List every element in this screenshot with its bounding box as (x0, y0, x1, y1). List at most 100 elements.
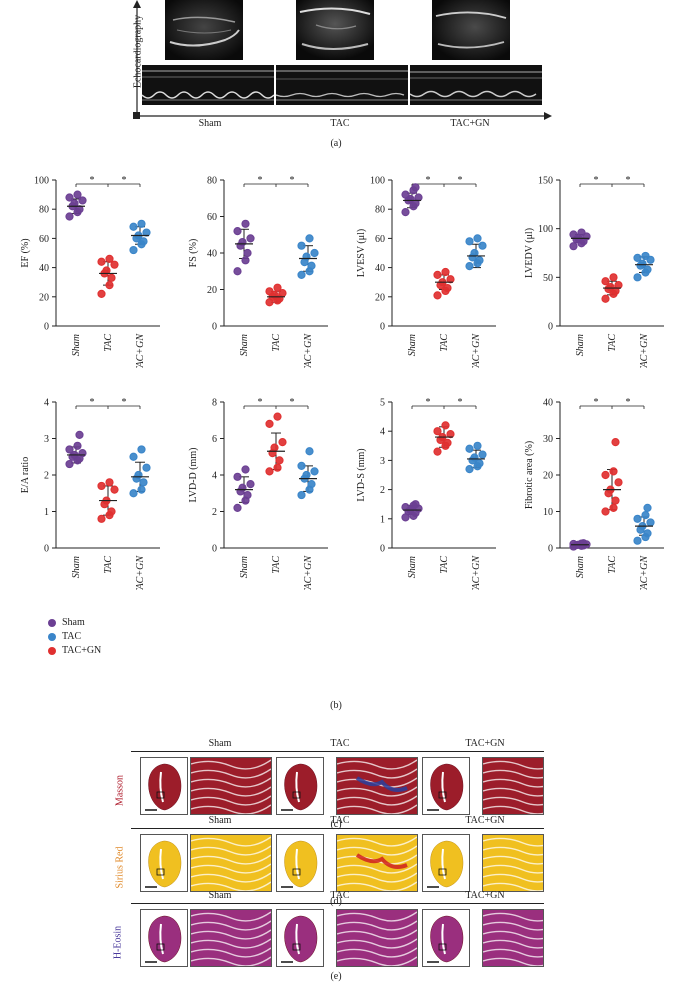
tissue-fiber-gap (191, 929, 271, 940)
sig-star: * (258, 175, 263, 186)
y-tick-label: 3 (44, 434, 49, 445)
data-point (401, 190, 410, 199)
data-point (270, 443, 279, 452)
y-tick-label: 0 (212, 544, 217, 555)
histo-whole-heart (140, 909, 188, 967)
data-point (305, 447, 314, 456)
data-point (137, 219, 146, 228)
histo-panel-letter: (c) (330, 819, 342, 830)
zoom-box (156, 791, 165, 799)
data-point (478, 450, 487, 459)
data-point (414, 193, 423, 202)
tissue-fiber-gap (191, 786, 271, 797)
histo-group-label: TAC+GN (465, 890, 505, 901)
sig-star: * (258, 397, 263, 408)
data-point (609, 467, 618, 476)
y-tick-label: 20 (543, 471, 553, 482)
data-point (611, 438, 620, 447)
histo-zoom (336, 909, 418, 967)
histo-panel-letter: (d) (330, 896, 342, 907)
legend-dot-tacgn (48, 646, 56, 655)
data-point (441, 267, 450, 277)
series-tac (265, 283, 287, 307)
data-point (297, 490, 306, 500)
data-point (97, 481, 106, 491)
heart-cavity (159, 771, 164, 803)
x-tick-label: TAC (103, 334, 114, 352)
histo-zoom (482, 834, 544, 892)
tissue-fiber-gap (337, 956, 417, 966)
data-point (78, 449, 87, 458)
y-tick-label: 3 (380, 456, 385, 467)
data-point (302, 252, 311, 261)
y-tick-label: 0 (548, 544, 553, 555)
y-tick-label: 8 (212, 398, 217, 409)
y-tick-label: 2 (380, 485, 385, 496)
y-tick-label: 80 (207, 176, 217, 187)
data-point (107, 507, 116, 516)
heart-tissue (148, 840, 182, 888)
y-tick-label: 20 (375, 292, 385, 303)
x-tick-label: Sham (407, 334, 418, 356)
heart-tissue (430, 915, 464, 963)
data-point (233, 503, 242, 512)
data-point (478, 241, 487, 250)
data-point (273, 463, 282, 472)
series-sham (233, 219, 255, 276)
data-point (129, 489, 138, 498)
data-point (614, 478, 623, 487)
data-point (246, 480, 255, 489)
tissue-fiber-gap (191, 956, 271, 966)
data-point (641, 511, 650, 520)
tissue-fiber-gap (191, 863, 271, 874)
heart-tissue (148, 763, 182, 811)
x-tick-label: TAC+GN (303, 333, 314, 368)
series-sham (233, 465, 255, 512)
data-point (441, 421, 450, 430)
heart-tissue (148, 915, 182, 963)
data-point (105, 478, 114, 487)
data-point (139, 478, 148, 487)
data-point (609, 273, 618, 282)
y-tick-label: 0 (380, 322, 385, 333)
data-point (137, 445, 146, 454)
zoom-box (438, 943, 447, 951)
y-tick-label: 150 (538, 176, 553, 187)
chart-lvdd: 0 2 4 6 8 LVD-D (mm) Sham TAC TAC+GN * * (188, 397, 328, 590)
series-sham (65, 190, 87, 221)
data-point (433, 270, 442, 280)
histo-zoom (190, 757, 272, 815)
data-point (265, 419, 274, 429)
tissue-fiber-gap (191, 872, 271, 883)
histo-stain-label: Masson (114, 774, 126, 807)
sig-star: * (290, 397, 295, 408)
y-tick-label: 4 (380, 427, 385, 438)
data-point (243, 490, 252, 500)
sig-star: * (122, 175, 127, 186)
data-point (473, 441, 482, 450)
echo-col-tac: TAC (330, 118, 350, 129)
y-axis-label: LVESV (μl) (356, 229, 367, 277)
tissue-zoom-pattern (191, 911, 271, 966)
legend-dot-tac (48, 632, 56, 641)
tissue-fiber-gap (337, 768, 417, 779)
tissue-fiber-gap (191, 854, 271, 865)
data-point (465, 262, 474, 271)
data-point (579, 539, 588, 548)
tissue-zoom-pattern (191, 836, 271, 891)
fibrosis-region (355, 776, 408, 792)
heart-cavity (441, 848, 446, 880)
echo-mmode-tacgn (410, 65, 542, 105)
data-point (609, 503, 618, 512)
sig-star: * (626, 175, 631, 186)
tissue-fiber-gap (337, 881, 417, 891)
heart-section-icon (145, 915, 182, 963)
heart-tissue (284, 840, 318, 888)
y-tick-label: 20 (39, 292, 49, 303)
y-tick-label: 100 (370, 176, 385, 187)
data-point (310, 248, 319, 258)
tissue-fiber-gap (337, 786, 417, 797)
tissue-fiber-gap (483, 957, 543, 966)
tissue-fiber-gap (483, 787, 543, 797)
series-sham (65, 430, 87, 469)
